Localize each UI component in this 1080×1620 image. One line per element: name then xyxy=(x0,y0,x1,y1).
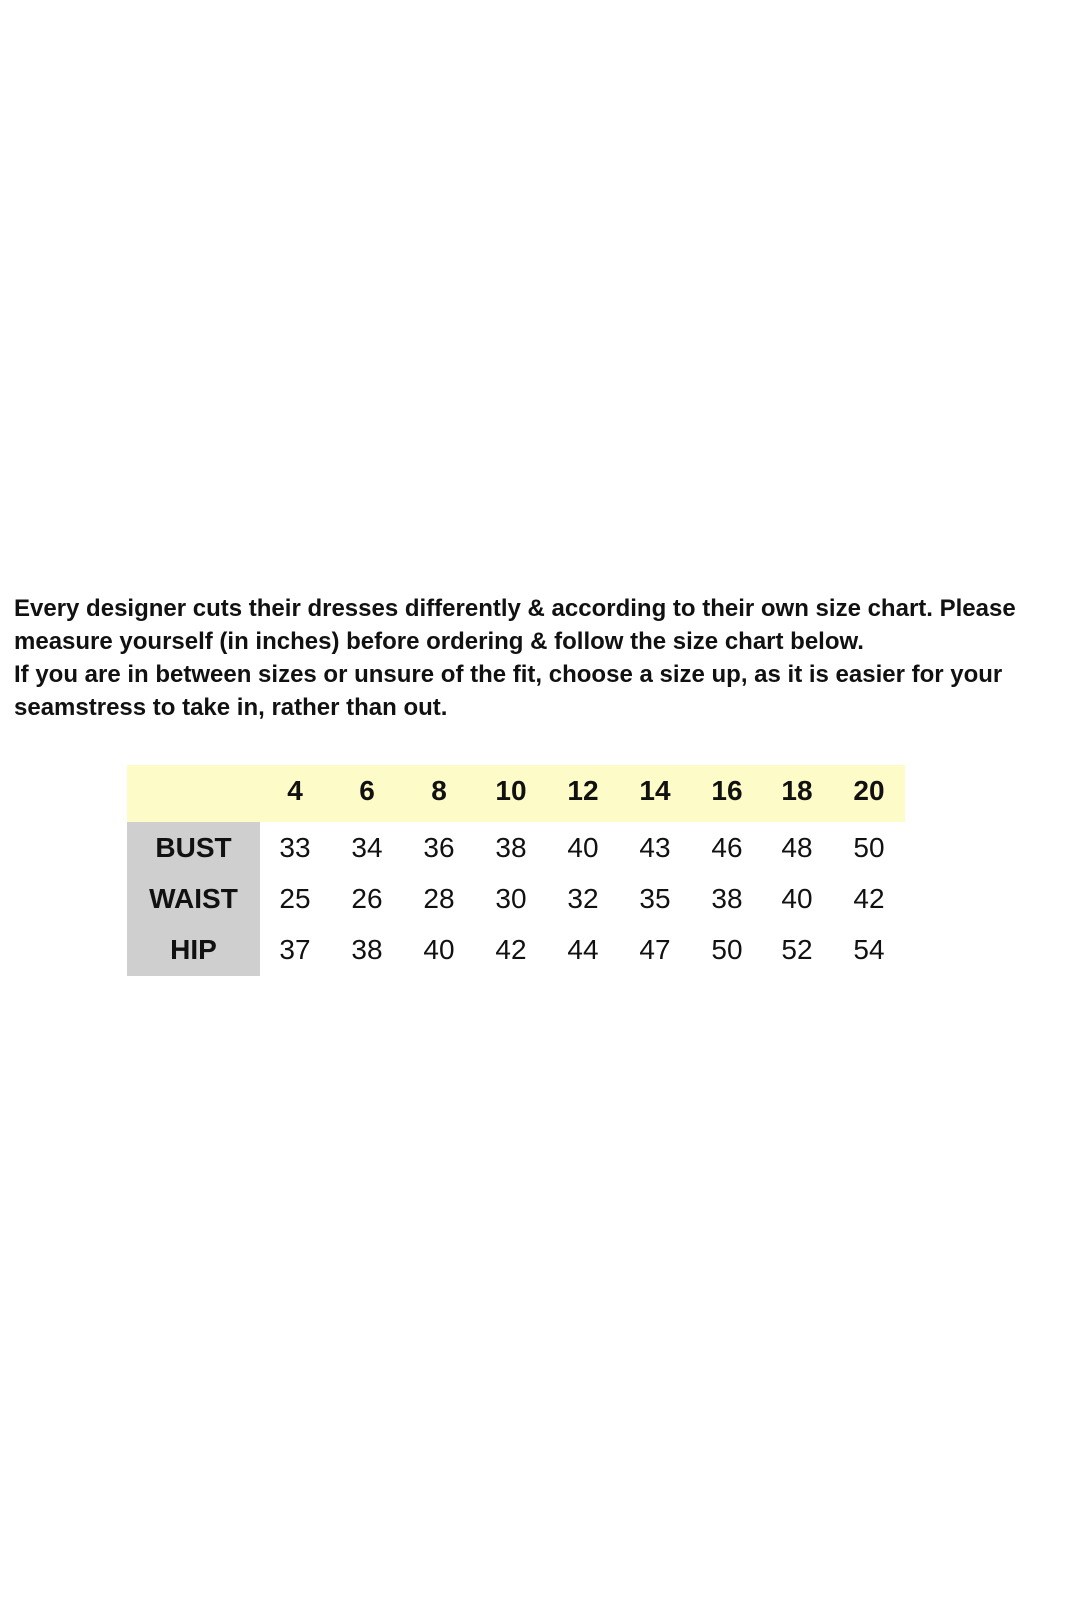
measurement-cell: 42 xyxy=(853,883,885,914)
size-header-cell: 18 xyxy=(781,775,813,806)
measurement-cell: 35 xyxy=(639,883,671,914)
measurement-cell: 36 xyxy=(423,832,455,863)
measurement-cell: 33 xyxy=(279,832,311,863)
intro-paragraph-2: If you are in between sizes or unsure of… xyxy=(14,661,1003,721)
size-guide-intro: Every designer cuts their dresses differ… xyxy=(14,592,1074,724)
table-row-hip: HIP 37 38 40 42 44 47 50 52 54 xyxy=(127,924,905,976)
size-header-cell: 12 xyxy=(567,775,599,806)
row-label: HIP xyxy=(127,924,260,976)
intro-paragraph-1: Every designer cuts their dresses differ… xyxy=(14,595,1016,655)
measurement-cell: 25 xyxy=(279,883,311,914)
measurement-cell: 30 xyxy=(495,883,527,914)
size-chart-table: 4 6 8 10 12 14 16 18 20 BUST 33 34 36 38 40 43 46 48 50 WA… xyxy=(127,765,905,976)
measurement-cell: 32 xyxy=(567,883,599,914)
measurement-cell: 40 xyxy=(567,832,599,863)
measurement-cell: 50 xyxy=(853,832,885,863)
measurement-cell: 38 xyxy=(351,934,383,965)
measurement-cell: 52 xyxy=(781,934,813,965)
measurement-cell: 48 xyxy=(781,832,813,863)
measurement-cell: 50 xyxy=(711,934,743,965)
row-label: BUST xyxy=(127,822,260,873)
measurement-cell: 37 xyxy=(279,934,311,965)
measurement-cell: 47 xyxy=(639,934,671,965)
row-label: WAIST xyxy=(127,873,260,924)
size-header-cell: 14 xyxy=(639,775,671,806)
size-header-cell: 20 xyxy=(853,775,885,806)
size-header-cell: 10 xyxy=(495,775,527,806)
measurement-cell: 26 xyxy=(351,883,383,914)
size-header-row: 4 6 8 10 12 14 16 18 20 xyxy=(127,765,905,822)
measurement-cell: 44 xyxy=(567,934,599,965)
size-header-cell: 6 xyxy=(359,775,375,806)
measurement-cell: 54 xyxy=(853,934,885,965)
measurement-cell: 28 xyxy=(423,883,455,914)
measurement-cell: 38 xyxy=(495,832,527,863)
size-header-cell: 8 xyxy=(431,775,447,806)
measurement-rows: BUST 33 34 36 38 40 43 46 48 50 WAIST 25 26 28 30 32 35 3… xyxy=(127,822,905,976)
measurement-cell: 43 xyxy=(639,832,671,863)
measurement-cell: 34 xyxy=(351,832,383,863)
size-header-cell: 16 xyxy=(711,775,743,806)
measurement-cell: 46 xyxy=(711,832,743,863)
measurement-cell: 42 xyxy=(495,934,527,965)
table-row-waist: WAIST 25 26 28 30 32 35 38 40 42 xyxy=(127,873,905,924)
measurement-cell: 38 xyxy=(711,883,743,914)
size-header-cell: 4 xyxy=(287,775,303,806)
measurement-cell: 40 xyxy=(423,934,455,965)
measurement-cell: 40 xyxy=(781,883,813,914)
table-row-bust: BUST 33 34 36 38 40 43 46 48 50 xyxy=(127,822,905,873)
